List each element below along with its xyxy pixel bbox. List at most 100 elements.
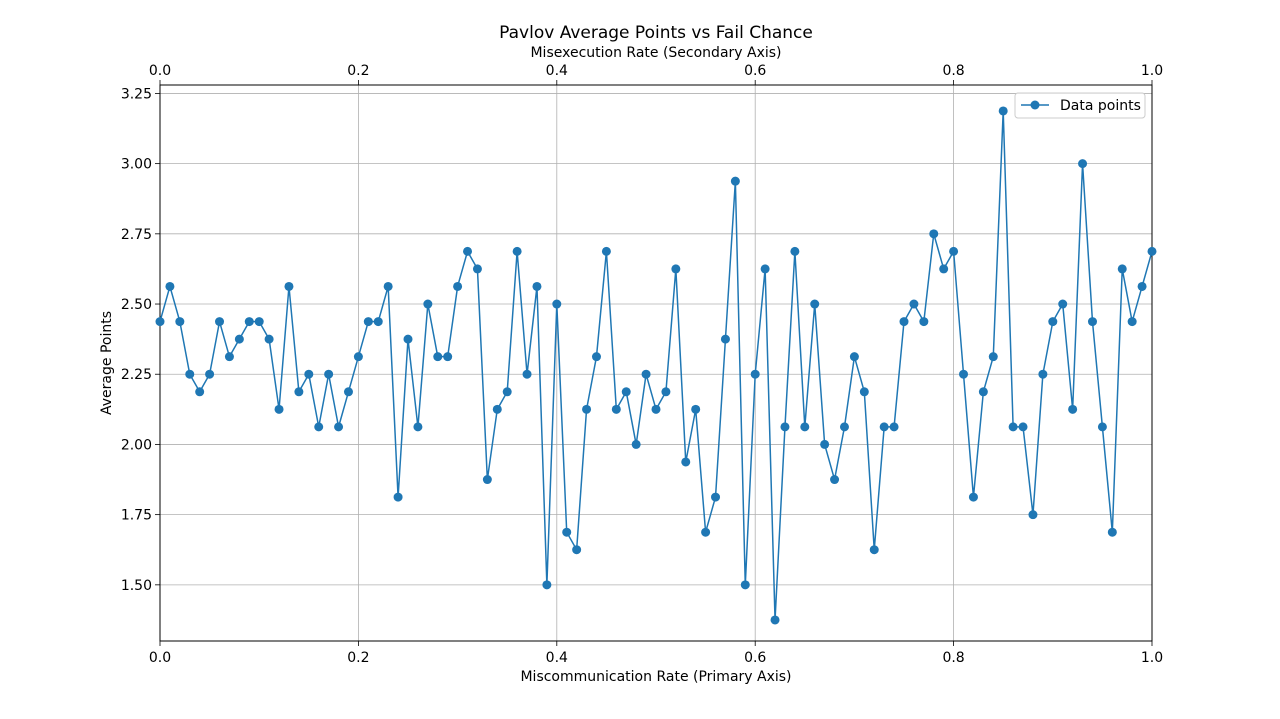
data-point: [502, 387, 512, 397]
data-point: [959, 369, 969, 379]
data-point: [839, 422, 849, 432]
data-point: [929, 229, 939, 239]
data-point: [740, 580, 750, 590]
data-point: [423, 299, 433, 309]
data-point: [353, 352, 363, 362]
y-tick-label: 1.50: [121, 578, 152, 594]
data-point: [919, 317, 929, 327]
data-point: [443, 352, 453, 362]
x-tick-label: 1.0: [1141, 650, 1163, 666]
x2-axis-title: Misexecution Rate (Secondary Axis): [530, 45, 781, 61]
data-point: [453, 281, 463, 291]
data-point: [1038, 369, 1048, 379]
data-point: [215, 317, 225, 327]
data-point: [879, 422, 889, 432]
data-point: [1087, 317, 1097, 327]
data-point: [334, 422, 344, 432]
x2-tick-label: 0.8: [942, 63, 964, 79]
data-point: [224, 352, 234, 362]
data-point: [591, 352, 601, 362]
data-point: [175, 317, 185, 327]
data-point: [681, 457, 691, 467]
data-point: [324, 369, 334, 379]
data-point: [939, 264, 949, 274]
data-point: [185, 369, 195, 379]
legend-marker-swatch: [1030, 100, 1040, 110]
data-point: [234, 334, 244, 344]
data-point: [711, 492, 721, 502]
data-point: [413, 422, 423, 432]
data-point: [482, 475, 492, 485]
data-point: [1097, 422, 1107, 432]
y-tick-label: 2.25: [121, 367, 152, 383]
data-point: [343, 387, 353, 397]
data-point: [701, 527, 711, 537]
legend-label: Data points: [1060, 98, 1141, 114]
legend: Data points: [1014, 92, 1146, 119]
data-point: [244, 317, 254, 327]
data-point: [1028, 510, 1038, 520]
data-point: [512, 246, 522, 256]
legend-box: [1014, 92, 1146, 119]
data-point: [661, 387, 671, 397]
y-tick-label: 3.00: [121, 157, 152, 173]
data-point: [165, 281, 175, 291]
data-point: [691, 404, 701, 414]
data-point: [463, 246, 473, 256]
data-point: [532, 281, 542, 291]
chart-title: Pavlov Average Points vs Fail Chance: [499, 23, 813, 43]
x2-tick-label: 0.6: [744, 63, 766, 79]
data-point: [968, 492, 978, 502]
data-point: [899, 317, 909, 327]
plot-frame: [159, 84, 1153, 642]
data-point: [274, 404, 284, 414]
data-point: [1018, 422, 1028, 432]
grid-lines: [159, 85, 1153, 641]
y-tick-label: 2.50: [121, 297, 152, 313]
data-point: [859, 387, 869, 397]
y-tick-label: 2.75: [121, 227, 152, 243]
x2-tick-label: 0.0: [149, 63, 171, 79]
data-point: [433, 352, 443, 362]
data-point: [988, 352, 998, 362]
data-point: [383, 281, 393, 291]
data-point: [294, 387, 304, 397]
data-point: [1008, 422, 1018, 432]
data-point: [542, 580, 552, 590]
data-point: [582, 404, 592, 414]
data-point: [552, 299, 562, 309]
data-point: [1107, 527, 1117, 537]
data-point: [403, 334, 413, 344]
data-point: [522, 369, 532, 379]
data-point: [830, 475, 840, 485]
data-point: [869, 545, 879, 555]
data-point: [820, 439, 830, 449]
x2-tick-label: 1.0: [1141, 63, 1163, 79]
data-point: [780, 422, 790, 432]
x-tick-label: 0.0: [149, 650, 171, 666]
data-point: [1068, 404, 1078, 414]
data-point: [750, 369, 760, 379]
data-point: [1117, 264, 1127, 274]
data-point: [363, 317, 373, 327]
data-point: [949, 246, 959, 256]
data-point: [621, 387, 631, 397]
y-tick-label: 3.25: [121, 86, 152, 102]
data-point: [810, 299, 820, 309]
y-tick-label: 1.75: [121, 508, 152, 524]
data-point: [572, 545, 582, 555]
data-point: [720, 334, 730, 344]
data-point: [998, 106, 1008, 116]
x-tick-label: 0.8: [942, 650, 964, 666]
axis-ticks: 0.0 0.2 0.4 0.6 0.8 1.0 0.0 0.2 0.4 0.6 0.8 1.0 1.50…: [121, 63, 1163, 666]
data-point: [651, 404, 661, 414]
data-point: [393, 492, 403, 502]
data-point: [641, 369, 651, 379]
data-point: [373, 317, 383, 327]
data-point: [195, 387, 205, 397]
series-data-points: [155, 106, 1157, 625]
data-point: [492, 404, 502, 414]
data-point: [770, 615, 780, 625]
